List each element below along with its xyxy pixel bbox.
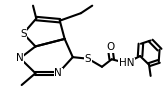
Text: HN: HN xyxy=(118,58,134,68)
Text: S: S xyxy=(20,29,27,39)
Text: S: S xyxy=(85,54,91,64)
Text: O: O xyxy=(106,42,114,52)
Text: N: N xyxy=(16,53,24,63)
Text: N: N xyxy=(54,68,62,78)
